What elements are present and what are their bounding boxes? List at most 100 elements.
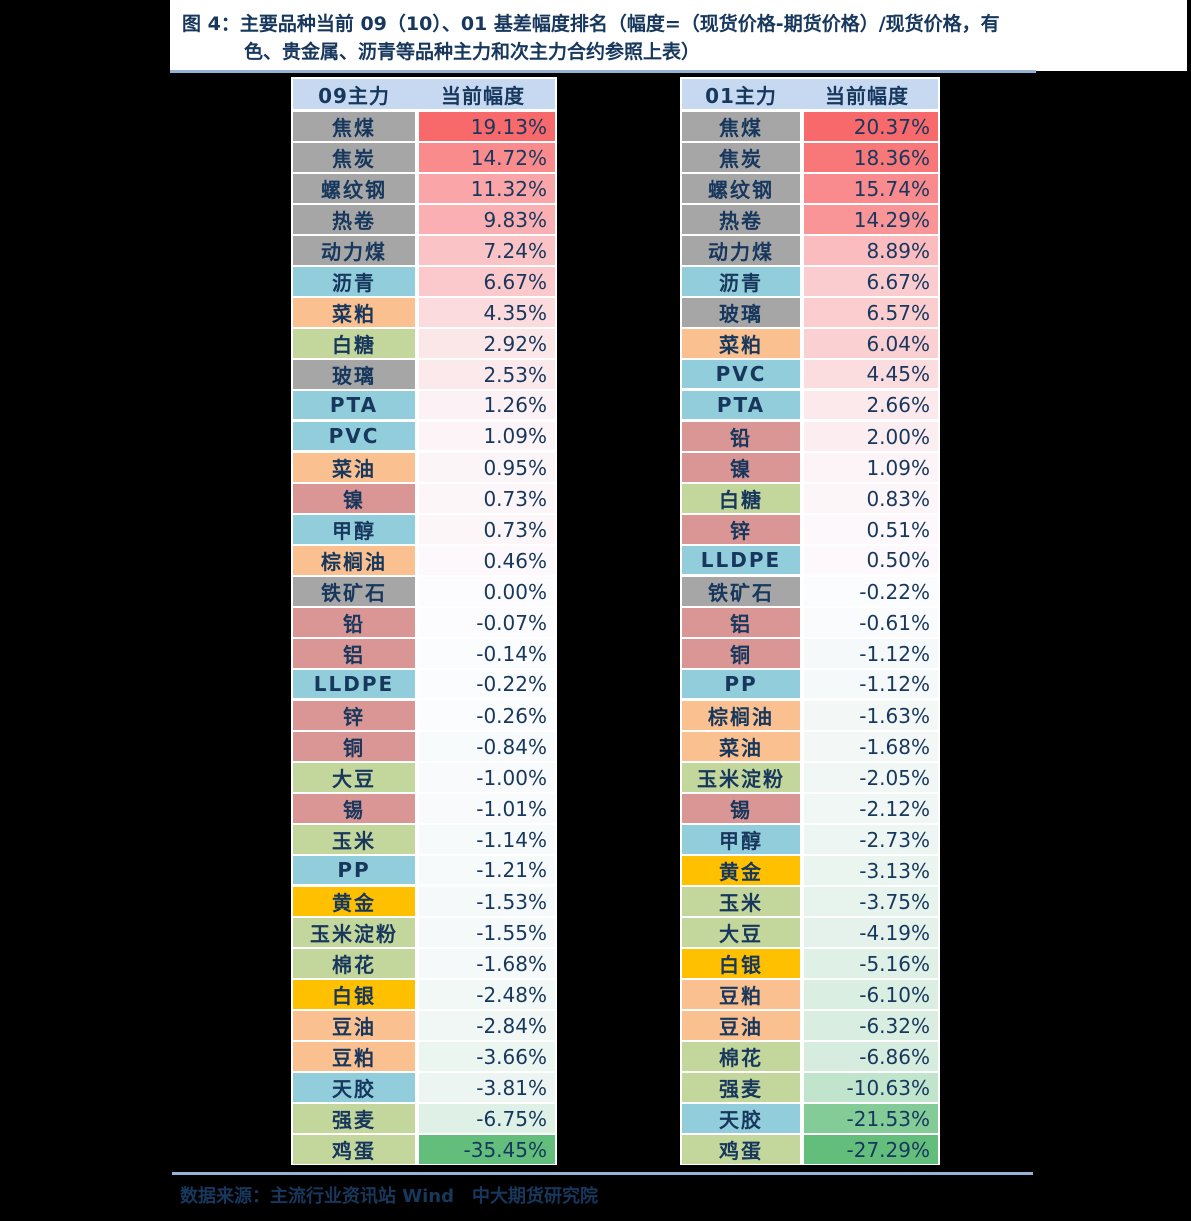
commodity-name-cell: 铅 [293,608,415,637]
amplitude-value-cell: 9.83% [419,205,555,234]
table-row: 焦炭 14.72% [293,143,555,172]
amplitude-value-cell: -0.26% [419,701,555,730]
table-row: 菜油 0.95% [293,453,555,482]
column-header-amplitude-01: 当前幅度 [825,83,909,108]
commodity-name-cell: 豆粕 [293,1042,415,1071]
commodity-name-cell: PTA [682,391,800,419]
table-row: 玻璃 2.53% [293,360,555,389]
table-row: 铁矿石 0.00% [293,577,555,606]
commodity-name-cell: 甲醇 [293,515,415,544]
table-row: 锌 -0.26% [293,701,555,730]
amplitude-value-cell: 2.00% [804,422,938,451]
amplitude-value-cell: 1.09% [419,422,555,450]
commodity-name-cell: 动力煤 [293,236,415,265]
commodity-name-cell: 棉花 [293,949,415,978]
amplitude-value-cell: 14.72% [419,143,555,172]
commodity-name-cell: 螺纹钢 [293,174,415,203]
commodity-name-cell: 菜粕 [293,298,415,327]
commodity-name-cell: 玉米淀粉 [293,918,415,947]
amplitude-value-cell: -1.53% [419,887,555,916]
table-row: 锡 -2.12% [682,794,938,823]
amplitude-value-cell: -1.14% [419,825,555,854]
amplitude-value-cell: 1.26% [419,391,555,419]
table-row: 铜 -1.12% [682,639,938,668]
table-row: 甲醇 0.73% [293,515,555,544]
commodity-name-cell: 动力煤 [682,236,800,265]
commodity-name-cell: 黄金 [682,856,800,885]
amplitude-value-cell: -1.12% [804,670,938,698]
commodity-name-cell: 豆粕 [682,980,800,1009]
table-row: PTA 1.26% [293,391,555,419]
table-row: 白糖 2.92% [293,329,555,358]
amplitude-value-cell: -6.32% [804,1011,938,1040]
amplitude-value-cell: -2.84% [419,1011,555,1040]
table-row: 玉米 -3.75% [682,887,938,916]
table-row: 铝 -0.61% [682,608,938,637]
commodity-name-cell: 棉花 [682,1042,800,1071]
amplitude-value-cell: -0.84% [419,732,555,761]
table-row: 玉米 -1.14% [293,825,555,854]
table-row: 玻璃 6.57% [682,298,938,327]
commodity-name-cell: 白糖 [682,484,800,513]
commodity-name-cell: 菜油 [293,453,415,482]
table-row: 天胶 -21.53% [682,1104,938,1133]
table-row: 焦煤 20.37% [682,112,938,141]
commodity-name-cell: 菜油 [682,732,800,761]
commodity-name-cell: 焦炭 [682,143,800,172]
table-row: 鸡蛋 -27.29% [682,1135,938,1164]
commodity-name-cell: 镍 [682,453,800,482]
commodity-name-cell: PTA [293,391,415,419]
amplitude-value-cell: 0.83% [804,484,938,513]
bottom-rule-divider [172,1172,1033,1175]
table-row: 鸡蛋 -35.45% [293,1135,555,1164]
amplitude-value-cell: -1.55% [419,918,555,947]
commodity-name-cell: 玉米 [293,825,415,854]
table-row: 棉花 -1.68% [293,949,555,978]
commodity-name-cell: 焦煤 [682,112,800,141]
amplitude-value-cell: -0.22% [804,577,938,606]
commodity-name-cell: 豆油 [293,1011,415,1040]
figure-title-panel: 图 4：主要品种当前 09（10）、01 基差幅度排名（幅度=（现货价格-期货价… [170,0,1187,71]
commodity-name-cell: 焦炭 [293,143,415,172]
amplitude-value-cell: 4.35% [419,298,555,327]
table-row: 豆油 -2.84% [293,1011,555,1040]
amplitude-value-cell: -2.73% [804,825,938,854]
table-row: 豆油 -6.32% [682,1011,938,1040]
table-row: LLDPE -0.22% [293,670,555,698]
commodity-name-cell: 铝 [682,608,800,637]
commodity-name-cell: 菜粕 [682,329,800,358]
amplitude-value-cell: 0.00% [419,577,555,606]
amplitude-value-cell: -2.05% [804,763,938,792]
table-row: 焦炭 18.36% [682,143,938,172]
commodity-name-cell: 天胶 [682,1104,800,1133]
commodity-name-cell: 铁矿石 [682,577,800,606]
amplitude-value-cell: 2.66% [804,391,938,419]
table-row: 动力煤 7.24% [293,236,555,265]
table-row: 棉花 -6.86% [682,1042,938,1071]
commodity-name-cell: 沥青 [293,267,415,296]
table-row: 大豆 -1.00% [293,763,555,792]
commodity-name-cell: 玉米淀粉 [682,763,800,792]
commodity-name-cell: 螺纹钢 [682,174,800,203]
amplitude-value-cell: 14.29% [804,205,938,234]
amplitude-value-cell: -3.81% [419,1073,555,1102]
commodity-name-cell: 锡 [293,794,415,823]
amplitude-value-cell: -2.12% [804,794,938,823]
commodity-name-cell: 铜 [682,639,800,668]
amplitude-value-cell: 4.45% [804,360,938,388]
table-row: 锌 0.51% [682,515,938,544]
commodity-name-cell: 鸡蛋 [682,1135,800,1164]
amplitude-value-cell: 0.50% [804,546,938,574]
commodity-name-cell: PP [293,856,415,884]
commodity-name-cell: 强麦 [682,1073,800,1102]
table-row: 镍 1.09% [682,453,938,482]
commodity-name-cell: 热卷 [293,205,415,234]
table-row: 棕榈油 -1.63% [682,701,938,730]
amplitude-value-cell: -1.00% [419,763,555,792]
amplitude-value-cell: -3.13% [804,856,938,885]
amplitude-value-cell: -4.19% [804,918,938,947]
commodity-name-cell: 焦煤 [293,112,415,141]
table-row: 铅 2.00% [682,422,938,451]
table-header-09: 09主力 当前幅度 [293,79,555,109]
